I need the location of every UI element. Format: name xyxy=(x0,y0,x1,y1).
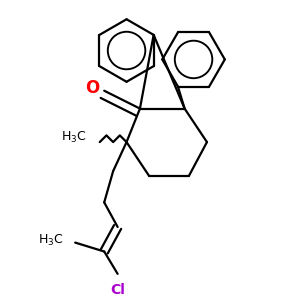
Text: O: O xyxy=(85,80,99,98)
Text: Cl: Cl xyxy=(110,283,125,297)
Text: H$_3$C: H$_3$C xyxy=(38,233,64,248)
Text: H$_3$C: H$_3$C xyxy=(61,130,86,145)
